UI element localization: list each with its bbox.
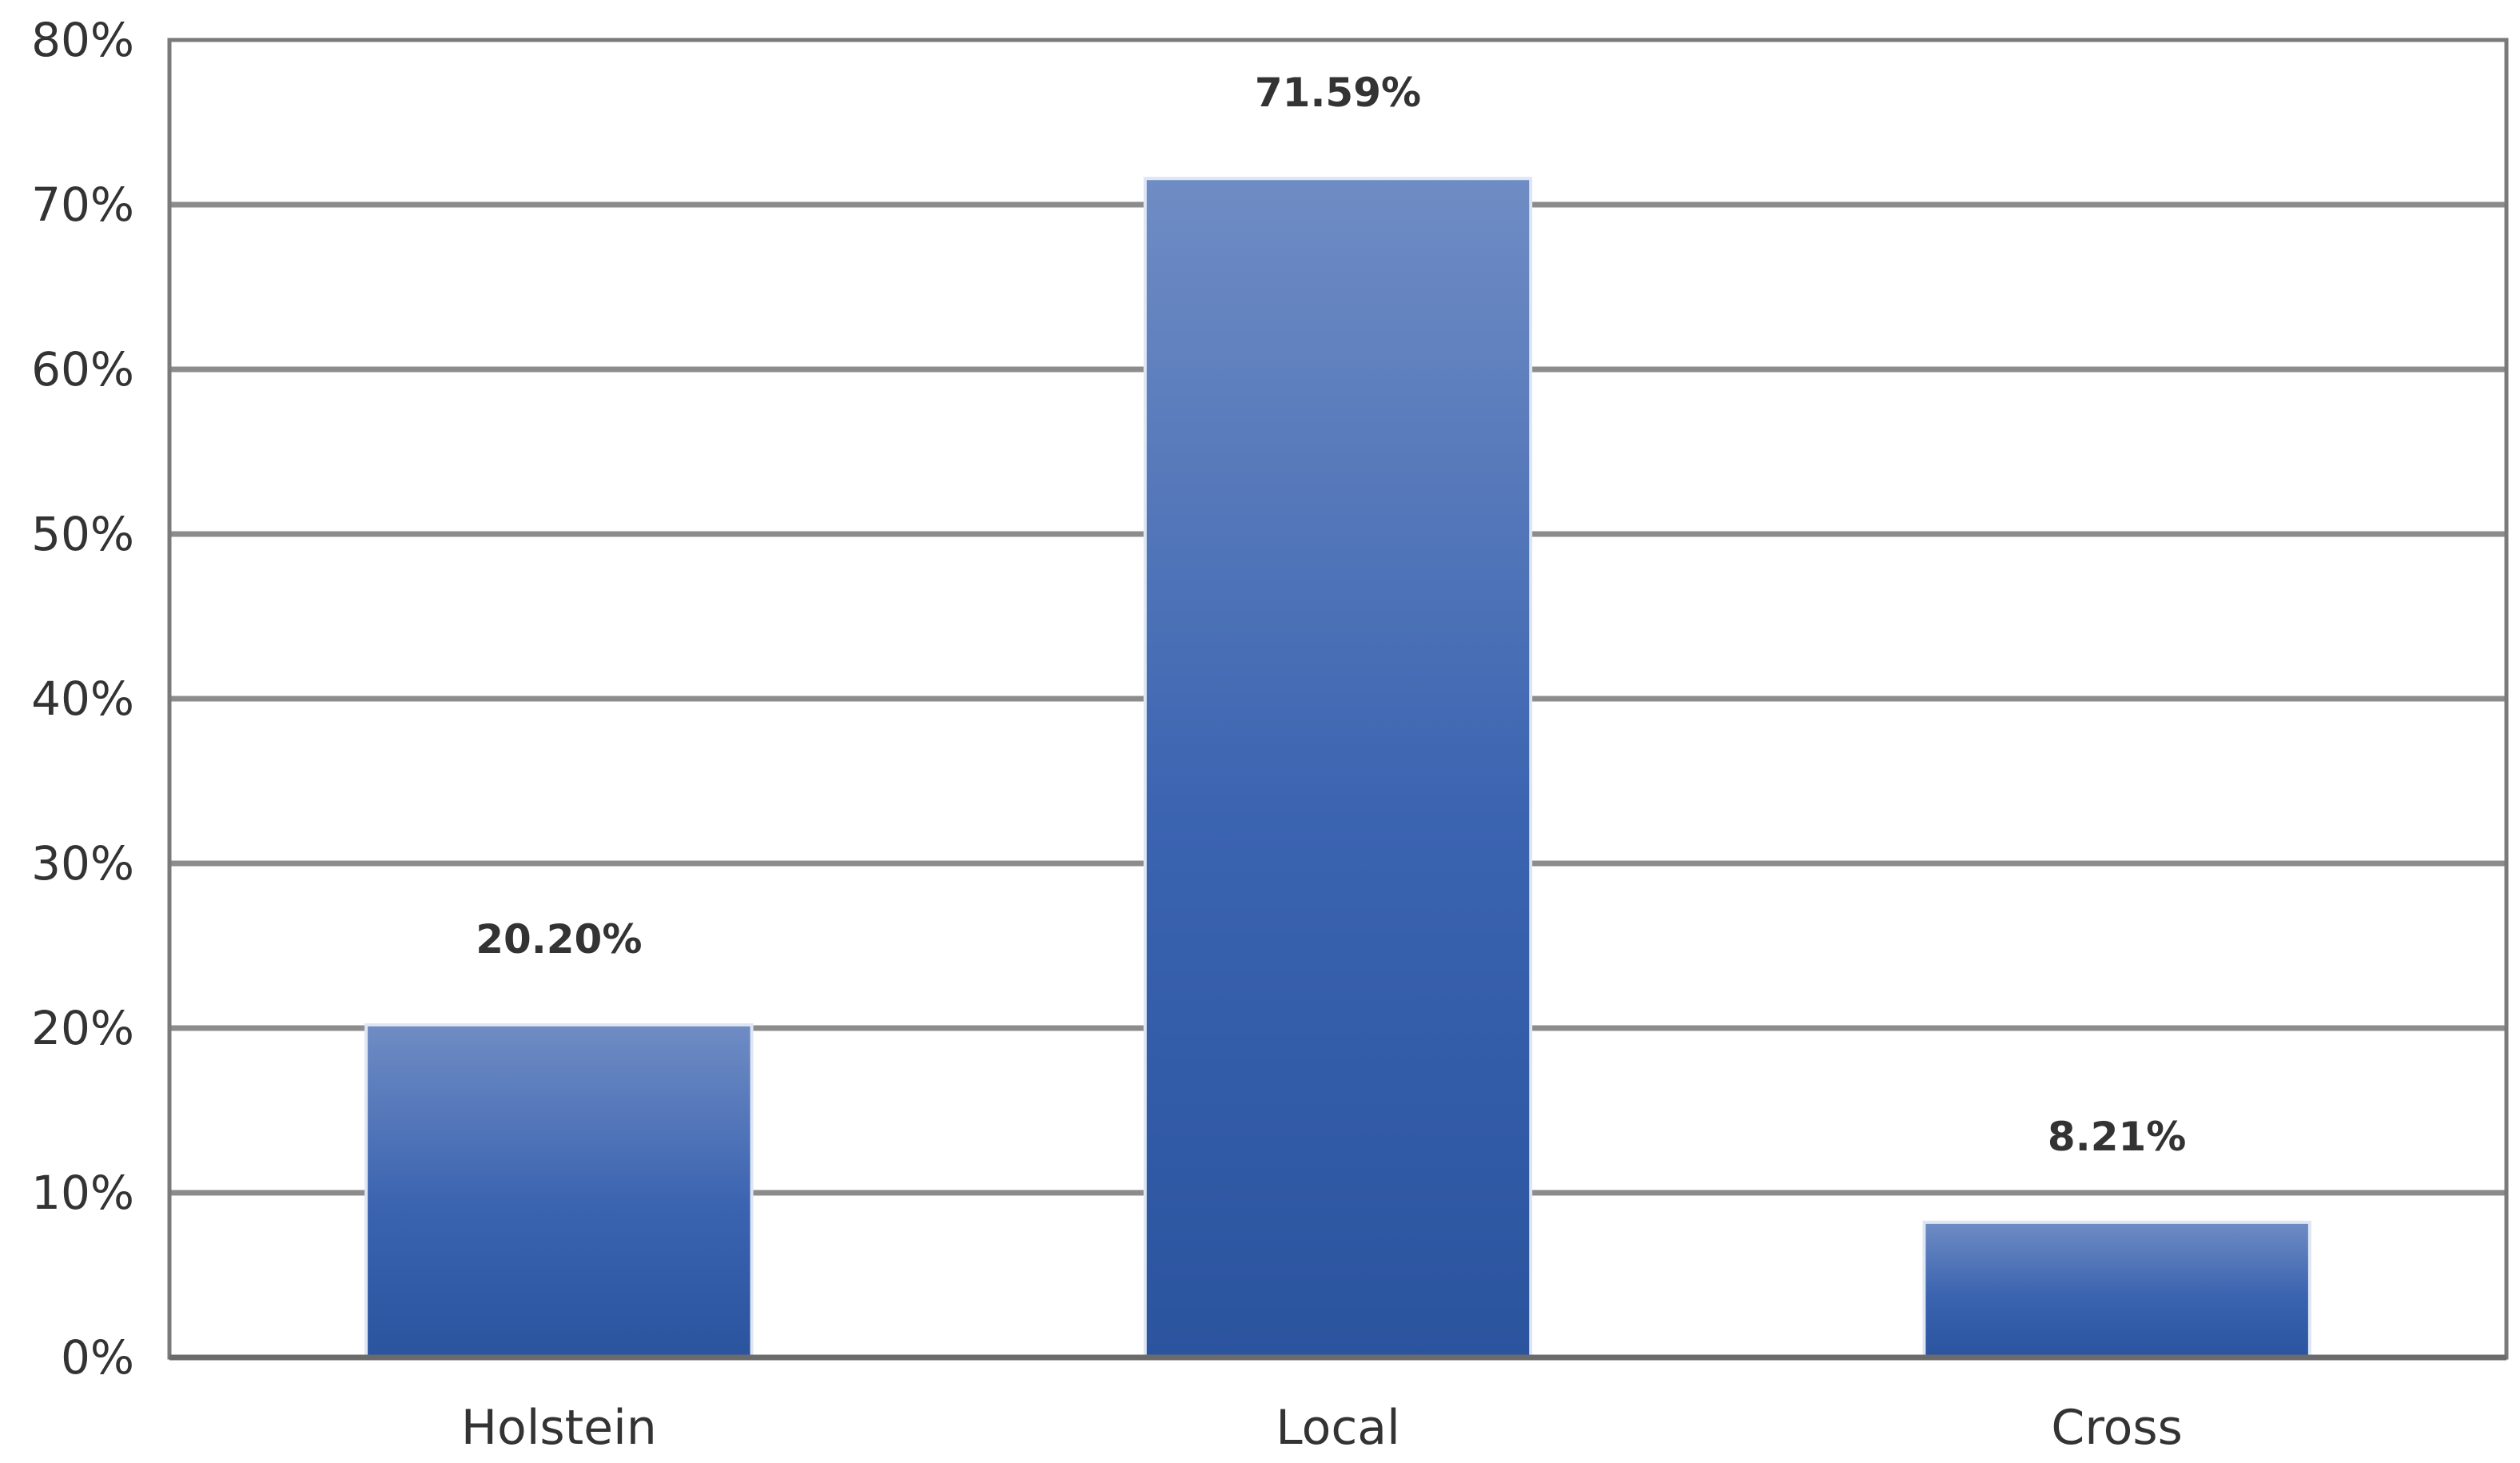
x-tick-label: Holstein	[461, 1400, 657, 1456]
y-tick-label: 20%	[31, 1001, 134, 1055]
x-tick-label: Local	[1276, 1400, 1400, 1456]
y-tick-label: 40%	[31, 672, 134, 726]
plot-frame	[167, 38, 2509, 1361]
data-label: 8.21%	[2048, 1114, 2186, 1160]
data-labels: 20.20% 71.59% 8.21%	[476, 70, 2186, 1160]
bar-local	[1143, 177, 1533, 1360]
y-tick-label: 10%	[31, 1166, 134, 1220]
y-tick-label: 30%	[31, 836, 134, 891]
x-tick-label: Cross	[2051, 1400, 2182, 1456]
y-tick-label: 50%	[31, 507, 134, 561]
y-tick-label: 60%	[31, 342, 134, 397]
y-tick-label: 80%	[31, 13, 134, 67]
bars	[364, 177, 2311, 1360]
data-label: 20.20%	[476, 916, 642, 963]
x-axis-category-labels: Holstein Local Cross	[461, 1400, 2183, 1456]
y-axis-tick-labels: 0% 10% 20% 30% 40% 50% 60% 70% 80%	[31, 13, 134, 1385]
bar-holstein	[364, 1023, 754, 1359]
y-tick-label: 70%	[31, 177, 134, 232]
y-tick-label: 0%	[61, 1330, 134, 1385]
bar-cross	[1922, 1220, 2311, 1360]
data-label: 71.59%	[1255, 70, 1421, 116]
